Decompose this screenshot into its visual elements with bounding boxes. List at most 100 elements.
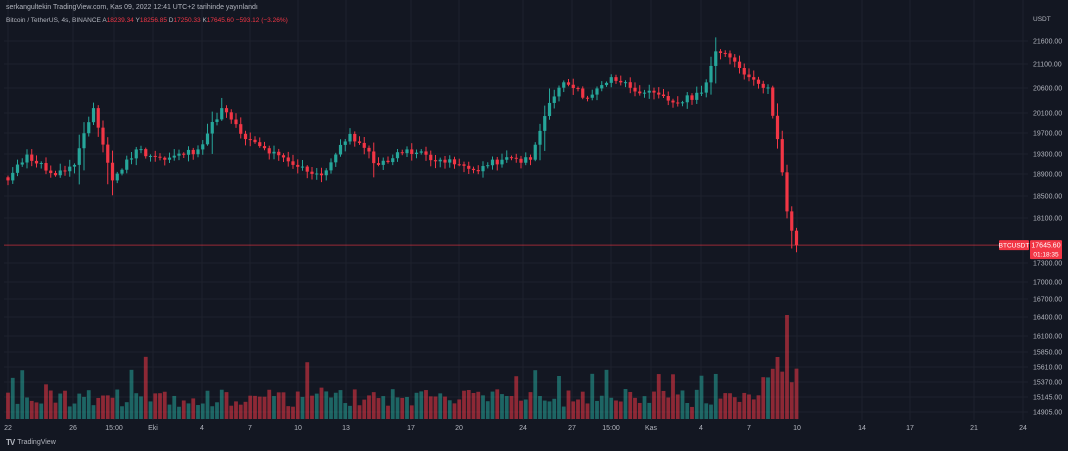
candle-body — [172, 155, 176, 158]
volume-bar — [395, 397, 400, 419]
candle-body — [657, 92, 661, 95]
candle-body — [566, 82, 571, 85]
price-tag-countdown: 01:18:35 — [1033, 252, 1059, 259]
candle-body — [671, 100, 675, 103]
candle-body — [638, 91, 642, 94]
volume-bar — [67, 406, 72, 419]
candle-body — [334, 154, 338, 163]
candle-body — [509, 157, 514, 159]
candle-body — [305, 166, 309, 172]
candle-body — [391, 158, 395, 163]
volume-bar — [215, 402, 219, 419]
x-tick-label: 4 — [699, 425, 703, 432]
volume-bar — [286, 406, 291, 419]
candle-body — [96, 108, 100, 128]
volume-bar — [267, 389, 272, 419]
y-tick-label: 15610.00 — [1033, 365, 1062, 372]
candle-body — [429, 154, 433, 161]
candle-body — [120, 169, 124, 174]
candle-body — [756, 79, 761, 84]
price-axis[interactable]: USDT 21600.00 21100.00 20600.00 20100.00 1970… — [1033, 16, 1062, 417]
open-label: A — [102, 17, 107, 24]
candle-body — [196, 149, 200, 155]
candle-body — [642, 92, 647, 94]
candle-body — [761, 83, 765, 88]
x-tick-label: 10 — [294, 425, 302, 432]
candle-body — [628, 82, 632, 88]
candle-body — [68, 166, 72, 172]
candle-body — [324, 170, 328, 176]
candle-body — [661, 94, 666, 97]
candle-body — [348, 133, 352, 142]
candle-body — [376, 163, 381, 165]
candle-body — [775, 115, 780, 140]
x-tick-label: 17 — [407, 425, 415, 432]
candle-body — [419, 151, 423, 153]
volume-bar — [77, 393, 82, 419]
candle-body — [20, 162, 24, 165]
x-tick-label: 13 — [342, 425, 350, 432]
candle-body — [53, 173, 58, 176]
time-axis[interactable]: 22 26 15:00 Eki 4 7 10 13 17 20 24 27 15:00 Kas 4 7 10 14… — [4, 425, 1027, 432]
volume-bar — [110, 397, 115, 419]
candle-body — [685, 95, 689, 103]
volume-bar — [789, 382, 794, 419]
x-tick-label: Kas — [645, 425, 658, 432]
candle-body — [462, 164, 466, 166]
volume-bar — [723, 393, 728, 419]
volume-bar — [248, 395, 253, 419]
candle-body — [424, 151, 428, 155]
candle-body — [410, 149, 414, 155]
volume-bar — [234, 401, 238, 419]
volume-bar — [528, 392, 533, 419]
candle-body — [343, 141, 347, 145]
candle-body — [414, 152, 419, 155]
candle-body — [25, 154, 29, 163]
volume-bar — [690, 406, 694, 419]
volume-bar — [728, 393, 732, 419]
volume-bar — [504, 396, 509, 419]
y-tick-label: 16700.00 — [1033, 297, 1062, 304]
volume-bar — [348, 405, 352, 419]
volume-bar — [770, 368, 775, 419]
candle-body — [500, 159, 504, 165]
volume-bar — [120, 406, 124, 419]
candle-body — [486, 165, 490, 167]
tradingview-logo[interactable]: TV TradingView — [6, 438, 56, 447]
candle-body — [82, 133, 86, 149]
volume-bar — [409, 405, 414, 419]
grid-lines — [4, 0, 1028, 420]
y-tick-label: 17300.00 — [1033, 261, 1062, 268]
volume-bar — [53, 402, 58, 419]
candle-body — [63, 170, 67, 172]
volume-bar — [20, 370, 25, 419]
candle-body — [571, 84, 575, 89]
candle-body — [129, 158, 134, 160]
candle-body — [362, 142, 366, 148]
volume-bar — [48, 390, 53, 419]
candle-body — [144, 149, 148, 157]
volume-bar — [500, 394, 504, 419]
candle-body — [538, 130, 542, 145]
candle-body — [191, 149, 195, 155]
y-tick-label: 19300.00 — [1033, 152, 1062, 159]
volume-bar — [15, 403, 20, 419]
volume-bar — [181, 400, 186, 419]
y-tick-label: 17000.00 — [1033, 280, 1062, 287]
candle-body — [148, 155, 153, 157]
candle-body — [452, 159, 457, 165]
candle-body — [714, 51, 718, 66]
volume-bar — [229, 405, 234, 419]
volume-bar — [580, 391, 585, 419]
price-tag-symbol: BTCUSDT — [999, 243, 1030, 250]
candle-body — [201, 144, 205, 150]
candle-body — [595, 88, 599, 95]
volume-bar — [623, 389, 628, 419]
volume-bar — [405, 396, 409, 419]
volume-bar — [25, 397, 29, 419]
volume-bar — [381, 396, 386, 419]
volume-bar — [6, 392, 10, 419]
volume-bar — [238, 404, 243, 419]
y-tick-label: 16400.00 — [1033, 315, 1062, 322]
